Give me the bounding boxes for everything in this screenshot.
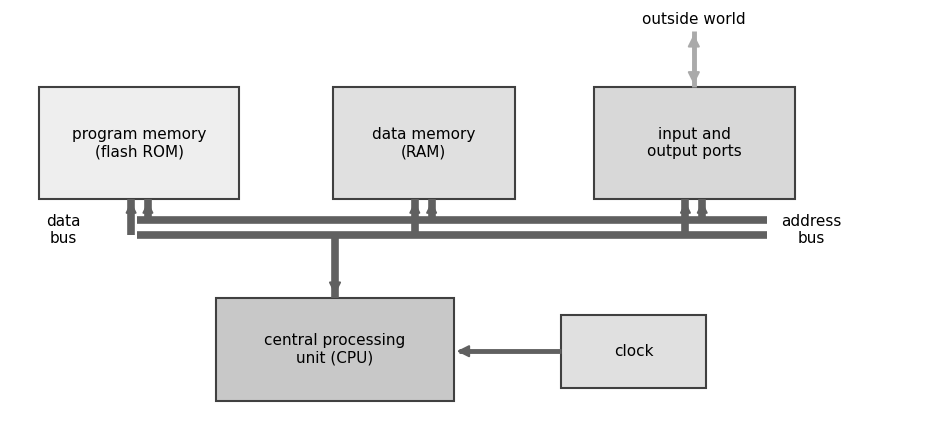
Text: clock: clock	[614, 344, 653, 359]
FancyBboxPatch shape	[216, 298, 454, 400]
Text: program memory
(flash ROM): program memory (flash ROM)	[72, 127, 206, 159]
FancyBboxPatch shape	[332, 87, 515, 199]
Text: outside world: outside world	[642, 12, 746, 27]
Text: data memory
(RAM): data memory (RAM)	[372, 127, 475, 159]
FancyBboxPatch shape	[38, 87, 240, 199]
FancyBboxPatch shape	[594, 87, 795, 199]
Text: address
bus: address bus	[781, 213, 841, 246]
Text: input and
output ports: input and output ports	[647, 127, 741, 159]
Text: data
bus: data bus	[46, 213, 80, 246]
Text: central processing
unit (CPU): central processing unit (CPU)	[264, 333, 405, 365]
FancyBboxPatch shape	[562, 315, 706, 388]
